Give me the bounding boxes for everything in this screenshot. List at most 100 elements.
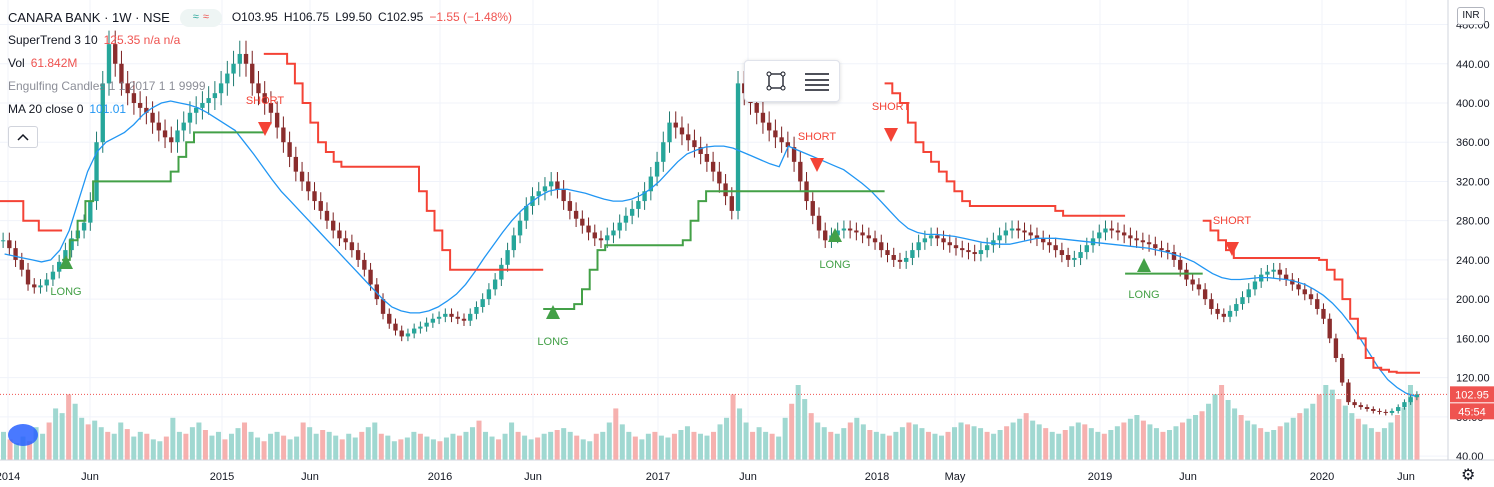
candle-body [517, 220, 523, 236]
candle-body [1308, 294, 1314, 300]
candle-body [791, 147, 797, 162]
candle-body [972, 252, 977, 255]
indicator-value: 125.35 n/a n/a [103, 33, 181, 47]
gear-icon[interactable]: ⚙ [1461, 467, 1476, 484]
volume-bar [365, 427, 371, 460]
volume-bar [769, 433, 775, 460]
volume-bar [795, 385, 801, 460]
volume-bar [1297, 413, 1303, 460]
candle-body [374, 284, 379, 300]
volume-bar [1179, 422, 1186, 460]
candle-body [343, 238, 348, 243]
candle-body [1196, 284, 1202, 290]
y-tick-label: 240.00 [1456, 255, 1490, 267]
candle-body [623, 215, 629, 223]
candle-body [349, 242, 355, 251]
volume-bar [919, 428, 925, 460]
volume-bar [430, 439, 436, 460]
volume-bar [932, 433, 938, 460]
y-tick-label: 200.00 [1456, 294, 1490, 306]
candle-body [187, 112, 193, 123]
candle-body [324, 210, 330, 221]
y-tick-label: 160.00 [1456, 333, 1490, 345]
candle-body [835, 230, 840, 236]
volume-bar [678, 430, 684, 460]
candle-body [44, 279, 49, 286]
compare-badge[interactable]: ≈ ≈ [179, 8, 222, 27]
candle-body [1234, 304, 1239, 311]
candle-body [1327, 318, 1332, 339]
candle-body [692, 140, 697, 148]
volume-bar [548, 431, 554, 460]
volume-bar [313, 433, 319, 460]
volume-bar [1023, 413, 1029, 460]
candle-body [1121, 232, 1127, 236]
volume-bar [802, 399, 808, 460]
candle-body [785, 142, 791, 148]
volume-bar [743, 422, 749, 460]
volume-bar [1114, 426, 1120, 460]
x-tick-label: Jun [1179, 471, 1197, 483]
indicator-row-volume[interactable]: Vol 61.842M [8, 52, 512, 75]
indicator-name: Engulfing Candles 1 1 2017 1 1 9999 [8, 79, 206, 93]
collapse-legend-button[interactable] [8, 126, 38, 148]
volume-bar [1206, 403, 1212, 460]
candle-body [1352, 402, 1357, 406]
short-signal-label: SHORT [798, 131, 837, 143]
volume-bar [1186, 418, 1192, 460]
candle-body [1339, 357, 1345, 383]
candle-body [592, 232, 597, 239]
rectangle-tool-icon[interactable] [765, 70, 787, 92]
candle-body [131, 93, 137, 103]
volume-bar [1232, 408, 1238, 460]
indicator-row-supertrend[interactable]: SuperTrend 3 10 125.35 n/a n/a [8, 29, 512, 52]
long-signal-label: LONG [50, 286, 81, 298]
volume-bar [1108, 430, 1114, 460]
currency-button[interactable]: INR [1457, 7, 1485, 25]
candle-body [418, 326, 423, 329]
volume-bar [144, 433, 150, 460]
candle-body [1184, 269, 1189, 280]
x-tick-label: 2020 [1310, 471, 1334, 483]
candle-body [654, 161, 660, 177]
volume-bar [235, 428, 241, 460]
volume-bar [1401, 407, 1407, 460]
volume-bar [691, 431, 697, 460]
volume-bar [860, 424, 866, 460]
candle-body [1140, 240, 1146, 243]
x-tick-label: Jun [1397, 471, 1415, 483]
line-style-icon[interactable] [803, 70, 831, 92]
chevron-up-icon [17, 133, 29, 141]
candle-body [1084, 245, 1089, 253]
candle-body [710, 161, 716, 172]
volume-bar [222, 439, 228, 460]
short-signal-label: SHORT [1213, 215, 1252, 227]
volume-bar [1329, 389, 1335, 460]
candle-body [555, 181, 560, 190]
volume-bar [1212, 394, 1218, 460]
volume-bar [834, 433, 840, 460]
indicator-row-engulfing[interactable]: Engulfing Candles 1 1 2017 1 1 9999 [8, 75, 512, 98]
candle-body [1153, 244, 1158, 249]
candle-body [169, 137, 174, 143]
volume-bar [971, 426, 977, 460]
volume-bar [984, 431, 990, 460]
candle-body [1227, 310, 1233, 317]
candle-body [156, 122, 161, 131]
drawing-toolbox[interactable] [744, 60, 840, 102]
supertrend-segment [0, 200, 63, 232]
last-price-badge [1450, 386, 1494, 403]
indicator-row-ma[interactable]: MA 20 close 0 101.01 [8, 98, 512, 121]
candle-body [162, 130, 168, 138]
volume-bar [157, 441, 163, 460]
volume-bar [33, 427, 39, 460]
volume-bar [1010, 422, 1016, 460]
volume-bar [437, 441, 443, 460]
volume-bar [372, 422, 378, 460]
candle-body [331, 220, 336, 231]
candle-body [941, 238, 946, 243]
candle-body [1034, 235, 1040, 239]
volume-bar [1193, 415, 1199, 460]
candle-body [953, 245, 959, 249]
